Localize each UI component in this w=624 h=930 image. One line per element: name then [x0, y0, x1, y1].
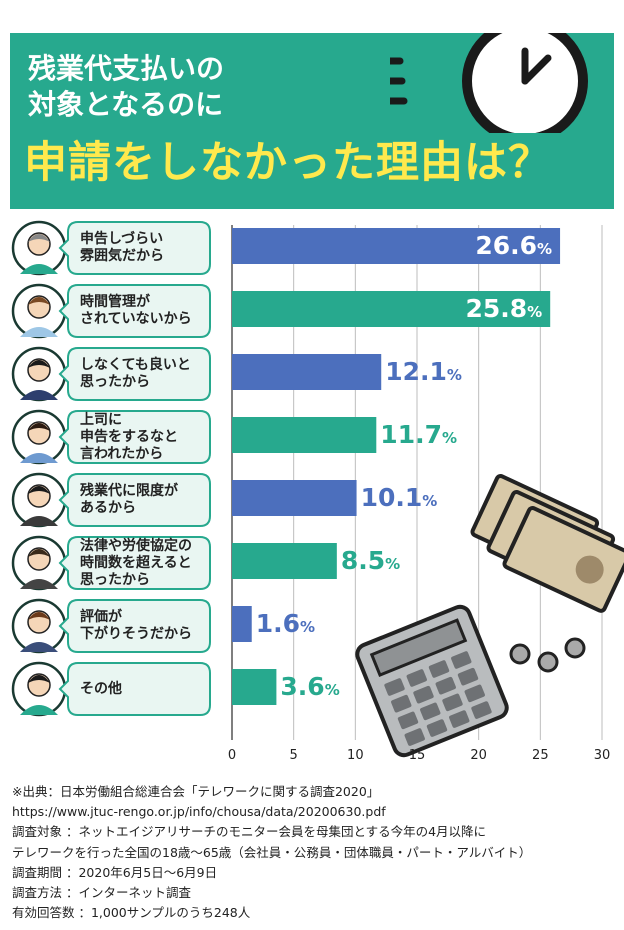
data-label-unit: % — [446, 366, 462, 384]
x-tick-label: 5 — [289, 748, 298, 763]
data-label-unit: % — [422, 492, 438, 510]
data-label-unit: % — [527, 303, 543, 321]
data-label: 8.5% — [341, 546, 400, 575]
speech-bubble — [58, 473, 211, 527]
data-label-unit: % — [324, 681, 340, 699]
bar — [232, 669, 277, 705]
note-method: 調査方法 ：インターネット調査 — [12, 885, 191, 901]
data-label-value: 10.1 — [360, 483, 423, 512]
data-label-unit: % — [385, 555, 401, 573]
title-line-1: 残業代支払いの — [28, 52, 225, 85]
data-label: 26.6% — [475, 231, 552, 260]
speech-bubble — [58, 221, 211, 275]
data-label: 10.1% — [361, 483, 438, 512]
avatar-shirt — [20, 642, 58, 652]
data-label: 11.7% — [380, 420, 457, 449]
bar — [232, 480, 357, 516]
category-label: その他 — [80, 680, 122, 697]
bar — [232, 228, 561, 264]
avatar-hair — [28, 423, 50, 431]
avatar-shirt — [20, 390, 58, 400]
title-line-2: 対象となるのに — [28, 88, 224, 121]
avatar-shirt — [20, 453, 58, 463]
avatar-hair — [28, 675, 50, 683]
category-label: 法律や労使協定の — [80, 537, 192, 554]
avatar-hair — [28, 486, 50, 494]
category-label: 思ったから — [80, 374, 150, 390]
category-label: 評価が — [80, 609, 122, 625]
money-calculator-illustration — [355, 474, 624, 758]
clock-icon — [390, 33, 588, 133]
x-tick-label: 0 — [227, 748, 237, 763]
data-label-value: 26.6 — [475, 231, 538, 260]
data-label: 25.8% — [465, 294, 542, 323]
speech-bubble — [58, 536, 211, 590]
data-label: 3.6% — [280, 672, 339, 701]
note-source: ※出典：日本労働組合総連合会「テレワークに関する調査2020」 — [12, 784, 380, 799]
data-label: 12.1% — [385, 357, 462, 386]
avatar-hair — [28, 549, 50, 557]
data-label-value: 11.7 — [380, 420, 442, 449]
category-label: 申告をするなと — [80, 428, 178, 445]
avatar-shirt — [20, 579, 58, 589]
avatar-shirt — [20, 327, 58, 337]
speech-bubble — [58, 599, 211, 653]
x-tick-label: 10 — [347, 748, 364, 763]
data-label-unit: % — [441, 429, 458, 447]
avatar-hair — [28, 360, 50, 368]
speech-bubble — [58, 662, 211, 716]
bar — [232, 291, 551, 327]
x-tick-label: 20 — [470, 748, 487, 763]
speech-bubble — [58, 410, 211, 464]
x-tick-label: 30 — [593, 748, 611, 763]
note-target: 調査対象 ：ネットエイジアリサーチのモニター会員を母集団とする今年の4月以降に — [12, 824, 487, 840]
speech-bubble — [58, 284, 211, 338]
data-label-value: 8.5 — [340, 546, 386, 575]
note-url: https://www.jtuc-rengo.or.jp/info/chousa… — [12, 804, 386, 820]
category-label: 言われたから — [80, 445, 164, 462]
data-label-value: 1.6 — [255, 609, 301, 638]
data-label-unit: % — [300, 618, 316, 636]
bar-chart — [11, 220, 624, 758]
bar — [232, 417, 377, 453]
note-target-cont: テレワークを行った全国の18歳～65歳（会社員・公務員・団体職員・パート・アルバ… — [12, 844, 532, 860]
data-label: 1.6% — [256, 609, 315, 638]
category-label: 上司に — [80, 411, 122, 428]
category-label: 残業代に限度が — [80, 483, 178, 499]
category-label: されていないから — [80, 311, 192, 327]
data-label-value: 12.1 — [385, 357, 447, 386]
category-label: あるから — [80, 500, 136, 516]
data-label-value: 25.8 — [465, 294, 528, 323]
category-label: しなくても良いと — [80, 357, 191, 373]
category-label: 時間数を超えると — [80, 554, 192, 571]
note-period: 調査期間 ：2020年6月5日～6月9日 — [12, 864, 218, 880]
bar — [232, 354, 382, 390]
source-notes: ※出典：日本労働組合総連合会「テレワークに関する調査2020」 https://… — [12, 782, 531, 923]
note-respondents: 有効回答数 ：1,000サンプルのうち248人 — [12, 905, 251, 921]
avatar-hair — [28, 297, 50, 305]
avatar-shirt — [20, 264, 58, 274]
category-label: 時間管理が — [80, 294, 150, 310]
avatar-shirt — [20, 516, 58, 526]
bar — [232, 543, 337, 579]
avatar-shirt — [20, 705, 58, 715]
category-label: 雰囲気だから — [80, 248, 164, 264]
category-label: 思ったから — [80, 571, 150, 588]
subtitle: 申請をしなかった理由は？ — [24, 138, 552, 188]
x-tick-label: 25 — [532, 748, 549, 763]
x-tick-label: 15 — [408, 748, 426, 763]
header-banner: 残業代支払いの 対象となるのに 申請をしなかった理由は？ — [10, 33, 614, 209]
category-label: 下がりそうだから — [80, 626, 192, 642]
avatar-hair — [28, 234, 50, 242]
bar — [232, 606, 252, 642]
category-label: 申告しづらい — [80, 231, 164, 247]
avatar-hair — [28, 612, 50, 620]
speech-bubble — [58, 347, 211, 401]
data-label-value: 3.6 — [280, 672, 325, 701]
data-label-unit: % — [537, 240, 553, 258]
